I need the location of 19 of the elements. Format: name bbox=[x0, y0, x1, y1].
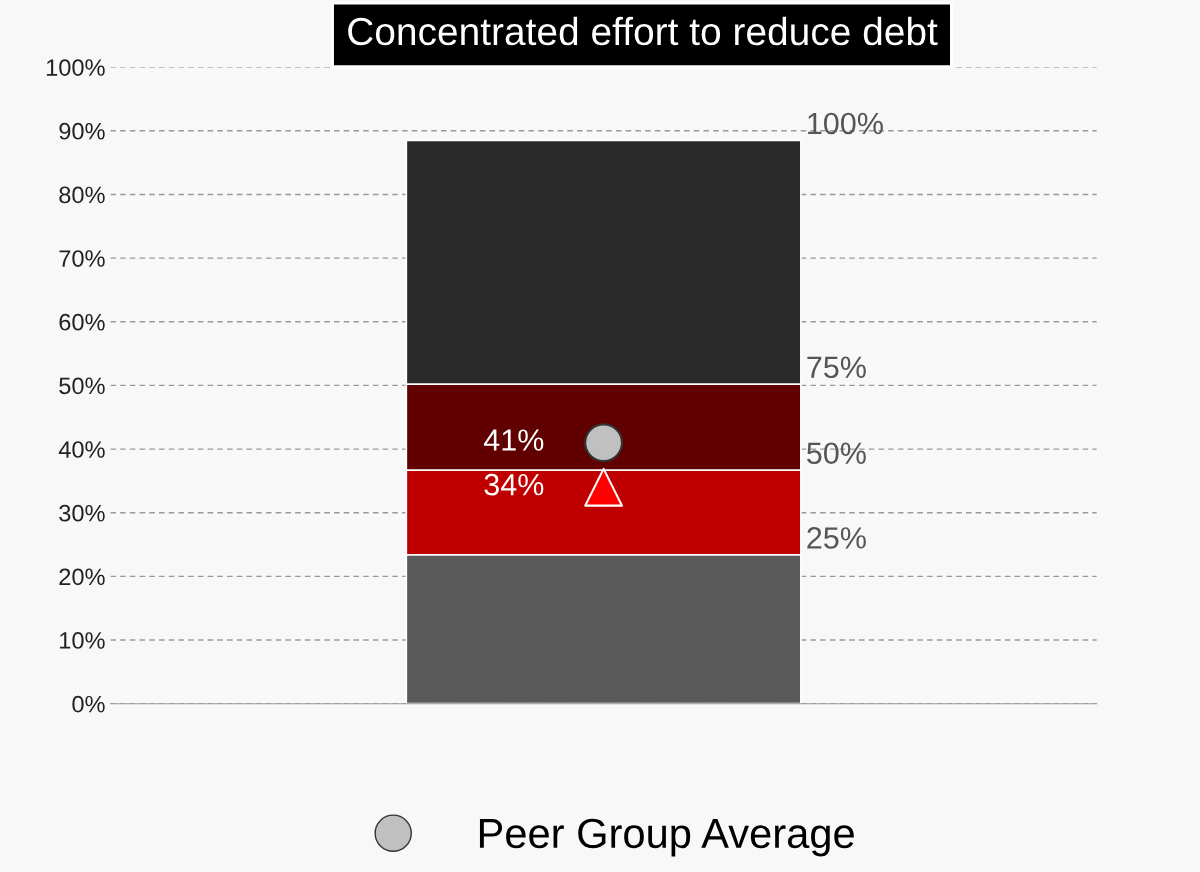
y-tick-label: 80% bbox=[59, 186, 105, 204]
data-label: 34% bbox=[484, 473, 544, 496]
legend-label: Peer Group Average bbox=[479, 818, 854, 857]
annotation: 100% bbox=[808, 112, 883, 135]
y-tick-label: 90% bbox=[59, 122, 105, 140]
y-tick-label: 40% bbox=[58, 441, 105, 458]
chart-title: Concentrated effort to reduce debt bbox=[348, 16, 938, 46]
y-tick-label: 60% bbox=[59, 313, 105, 331]
data-label: 41% bbox=[483, 429, 544, 451]
y-tick-label: 100% bbox=[46, 59, 105, 76]
y-tick-label: 70% bbox=[59, 250, 105, 267]
annotation: 50% bbox=[807, 442, 866, 465]
y-tick-label: 0% bbox=[72, 695, 105, 713]
y-tick-label: 20% bbox=[59, 568, 105, 586]
annotation: 75% bbox=[807, 356, 866, 379]
annotation: 25% bbox=[807, 527, 866, 549]
y-tick-label: 30% bbox=[59, 504, 105, 522]
y-tick-label: 10% bbox=[60, 632, 105, 649]
y-tick-label: 50% bbox=[59, 377, 105, 395]
